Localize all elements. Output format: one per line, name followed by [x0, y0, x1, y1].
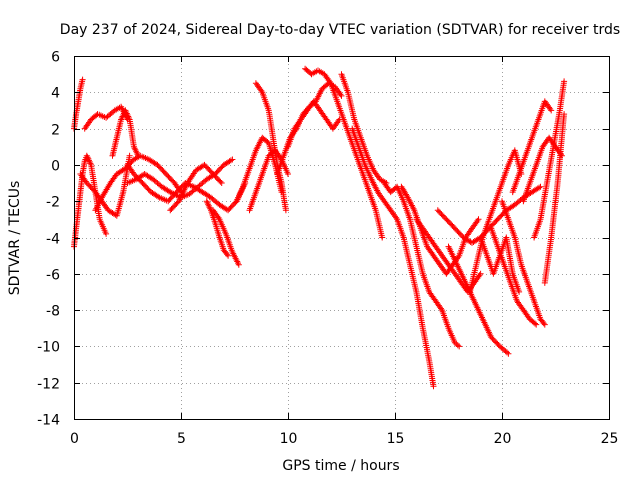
- series-arc-6: [109, 107, 142, 159]
- point-markers: [167, 161, 225, 214]
- x-tick-label: 5: [177, 431, 186, 447]
- x-tick-label: 20: [494, 431, 512, 447]
- y-tick-label: 4: [51, 86, 60, 102]
- point-markers: [541, 111, 568, 286]
- x-tick-label: 10: [280, 431, 298, 447]
- series-arc-32: [541, 111, 568, 286]
- x-tick-label: 25: [601, 431, 619, 447]
- series-arc-29: [509, 98, 555, 196]
- series-arc-19: [349, 125, 437, 390]
- series-arc-24: [445, 243, 512, 357]
- series-arc-11: [210, 207, 242, 268]
- point-markers: [124, 156, 236, 201]
- data-points: [71, 65, 568, 390]
- point-markers: [109, 107, 142, 159]
- series-arc-28: [499, 198, 548, 328]
- y-tick-label: -2: [46, 195, 60, 211]
- series-arc-18: [338, 71, 390, 186]
- point-markers: [499, 198, 548, 328]
- y-tick-label: -4: [46, 232, 60, 248]
- series-arc-16: [285, 98, 343, 150]
- series-arc-31: [531, 78, 568, 241]
- point-markers: [381, 180, 463, 350]
- point-markers: [285, 98, 343, 150]
- y-tick-label: -6: [46, 268, 60, 284]
- x-tick-label: 0: [70, 431, 79, 447]
- y-tick-label: -12: [37, 377, 60, 393]
- series-arc-8: [124, 156, 236, 201]
- y-tick-label: 2: [51, 123, 60, 139]
- series-arc-30: [520, 134, 565, 205]
- point-markers: [210, 207, 242, 268]
- point-markers: [488, 225, 540, 328]
- y-tick-label: -14: [37, 413, 60, 429]
- grid-lines: [74, 56, 609, 419]
- point-markers: [466, 147, 525, 295]
- y-tick-label: -10: [37, 340, 60, 356]
- axis-ticks: 0 5 10 15 20 25 -14 -12 -10 -8 -6 -4 -2 0 2 4 6: [37, 50, 618, 448]
- point-markers: [509, 98, 555, 196]
- y-tick-label: 0: [51, 159, 60, 175]
- series-arc-17: [302, 65, 386, 241]
- point-markers: [338, 71, 390, 186]
- y-axis-label: SDTVAR / TECUs: [7, 181, 23, 296]
- point-markers: [349, 125, 437, 390]
- x-tick-label: 15: [387, 431, 405, 447]
- point-markers: [520, 134, 565, 205]
- series-arc-27: [488, 225, 540, 328]
- point-markers: [531, 78, 568, 241]
- y-tick-label: -8: [46, 304, 60, 320]
- chart-title: Day 237 of 2024, Sidereal Day-to-day VTE…: [60, 22, 620, 38]
- x-axis-label: GPS time / hours: [282, 458, 399, 474]
- series-arc-22: [413, 216, 484, 295]
- y-tick-label: 6: [51, 50, 60, 66]
- point-markers: [302, 65, 386, 241]
- series-arc-9: [167, 161, 225, 214]
- point-markers: [445, 243, 512, 357]
- series-arc-25: [466, 147, 525, 295]
- point-markers: [413, 216, 484, 295]
- series-arc-20: [381, 180, 463, 350]
